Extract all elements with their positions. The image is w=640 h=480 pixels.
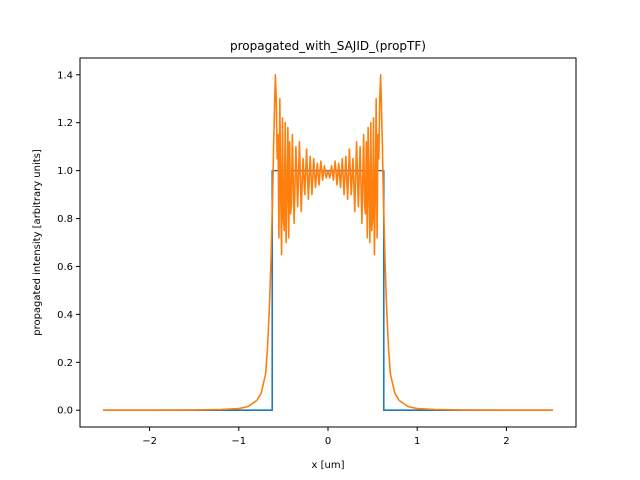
x-axis-label: x [um] <box>312 460 345 471</box>
y-tick-label: 1.4 <box>57 70 73 81</box>
x-tick-label: 0 <box>325 436 331 447</box>
chart-title: propagated_with_SAJID_(propTF) <box>230 39 426 53</box>
y-axis-ticks: 0.0 0.2 0.4 0.6 0.8 1.0 1.2 1.4 <box>57 70 80 417</box>
y-tick-label: 0.6 <box>57 262 73 273</box>
series-layer <box>103 73 553 412</box>
y-tick-label: 0.0 <box>57 406 73 417</box>
x-tick-label: −2 <box>142 436 157 447</box>
x-tick-label: −1 <box>231 436 246 447</box>
series-line-2 <box>103 73 553 412</box>
y-tick-label: 0.4 <box>57 310 73 321</box>
y-tick-label: 0.8 <box>57 214 73 225</box>
x-axis-ticks: −2 −1 0 1 2 <box>142 427 510 447</box>
x-tick-label: 2 <box>503 436 509 447</box>
y-tick-label: 0.2 <box>57 358 73 369</box>
y-tick-label: 1.2 <box>57 118 73 129</box>
y-tick-label: 1.0 <box>57 166 73 177</box>
x-tick-label: 1 <box>414 436 420 447</box>
y-axis-label: propagated intensity [arbitrary units] <box>32 149 43 336</box>
